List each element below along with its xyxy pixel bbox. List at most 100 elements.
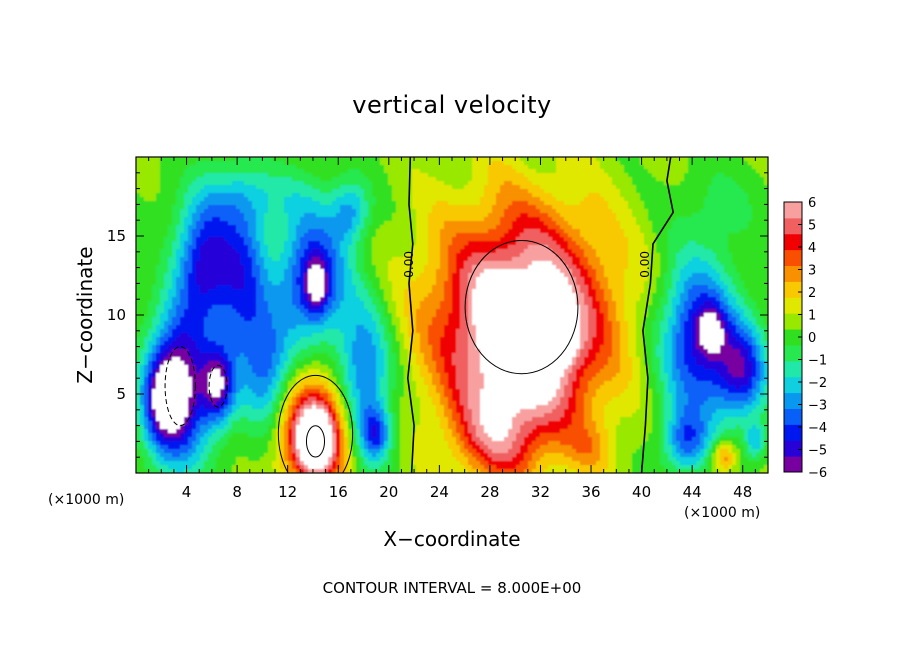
heatmap-cell bbox=[216, 421, 221, 426]
heatmap-cell bbox=[168, 397, 173, 402]
heatmap-cell bbox=[196, 217, 201, 222]
heatmap-cell bbox=[312, 161, 317, 166]
heatmap-cell bbox=[348, 397, 353, 402]
heatmap-cell bbox=[300, 393, 305, 398]
heatmap-cell bbox=[180, 461, 185, 466]
heatmap-cell bbox=[152, 453, 157, 458]
heatmap-cell bbox=[308, 329, 313, 334]
heatmap-cell bbox=[272, 433, 277, 438]
heatmap-cell bbox=[220, 405, 225, 410]
heatmap-cell bbox=[168, 361, 173, 366]
heatmap-cell bbox=[224, 269, 229, 274]
heatmap-cell bbox=[372, 385, 377, 390]
heatmap-cell bbox=[364, 297, 369, 302]
heatmap-cell bbox=[284, 185, 289, 190]
heatmap-cell bbox=[280, 201, 285, 206]
heatmap-cell bbox=[176, 289, 181, 294]
heatmap-cell bbox=[212, 417, 217, 422]
heatmap-cell bbox=[296, 253, 301, 258]
heatmap-cell bbox=[196, 257, 201, 262]
heatmap-cell bbox=[140, 169, 145, 174]
heatmap-cell bbox=[244, 157, 249, 162]
heatmap-cell bbox=[252, 453, 257, 458]
heatmap-cell bbox=[196, 449, 201, 454]
heatmap-cell bbox=[300, 317, 305, 322]
heatmap-cell bbox=[292, 441, 297, 446]
heatmap-cell bbox=[320, 209, 325, 214]
heatmap-cell bbox=[356, 429, 361, 434]
heatmap-cell bbox=[284, 293, 289, 298]
heatmap-cell bbox=[344, 209, 349, 214]
heatmap-cell bbox=[308, 297, 313, 302]
heatmap-cell bbox=[220, 269, 225, 274]
heatmap-cell bbox=[228, 281, 233, 286]
heatmap-cell bbox=[272, 465, 277, 470]
heatmap-cell bbox=[212, 369, 217, 374]
heatmap-cell bbox=[248, 293, 253, 298]
heatmap-cell bbox=[208, 261, 213, 266]
heatmap-cell bbox=[172, 293, 177, 298]
heatmap-cell bbox=[296, 469, 301, 473]
heatmap-cell bbox=[268, 217, 273, 222]
heatmap-cell bbox=[212, 305, 217, 310]
heatmap-cell bbox=[144, 157, 149, 162]
heatmap-cell bbox=[280, 169, 285, 174]
heatmap-cell bbox=[204, 369, 209, 374]
heatmap-cell bbox=[180, 393, 185, 398]
heatmap-cell bbox=[156, 289, 161, 294]
heatmap-cell bbox=[268, 241, 273, 246]
heatmap-cell bbox=[140, 285, 145, 290]
heatmap-cell bbox=[184, 437, 189, 442]
heatmap-cell bbox=[264, 185, 269, 190]
heatmap-cell bbox=[240, 397, 245, 402]
heatmap-cell bbox=[176, 161, 181, 166]
heatmap-cell bbox=[272, 365, 277, 370]
heatmap-cell bbox=[172, 397, 177, 402]
heatmap-cell bbox=[232, 349, 237, 354]
heatmap-cell bbox=[200, 433, 205, 438]
heatmap-cell bbox=[236, 409, 241, 414]
heatmap-cell bbox=[248, 377, 253, 382]
heatmap-cell bbox=[136, 217, 141, 222]
heatmap-cell bbox=[288, 461, 293, 466]
heatmap-cell bbox=[292, 333, 297, 338]
heatmap-cell bbox=[220, 229, 225, 234]
heatmap-cell bbox=[176, 393, 181, 398]
heatmap-cell bbox=[240, 161, 245, 166]
heatmap-cell bbox=[296, 273, 301, 278]
heatmap-cell bbox=[296, 409, 301, 414]
heatmap-cell bbox=[360, 205, 365, 210]
heatmap-cell bbox=[336, 405, 341, 410]
heatmap-cell bbox=[208, 341, 213, 346]
heatmap-cell bbox=[296, 269, 301, 274]
heatmap-cell bbox=[280, 401, 285, 406]
heatmap-cell bbox=[332, 449, 337, 454]
heatmap-cell bbox=[312, 241, 317, 246]
heatmap-cell bbox=[308, 277, 313, 282]
heatmap-cell bbox=[180, 217, 185, 222]
heatmap-cell bbox=[140, 321, 145, 326]
heatmap-cell bbox=[192, 457, 197, 462]
heatmap-cell bbox=[164, 409, 169, 414]
heatmap-cell bbox=[192, 333, 197, 338]
heatmap-cell bbox=[372, 225, 377, 230]
heatmap-cell bbox=[228, 317, 233, 322]
heatmap-cell bbox=[344, 325, 349, 330]
heatmap-cell bbox=[252, 217, 257, 222]
heatmap-cell bbox=[260, 397, 265, 402]
heatmap-cell bbox=[264, 161, 269, 166]
heatmap-cell bbox=[224, 369, 229, 374]
heatmap-cell bbox=[248, 397, 253, 402]
heatmap-cell bbox=[320, 425, 325, 430]
heatmap-cell bbox=[276, 325, 281, 330]
heatmap-cell bbox=[224, 417, 229, 422]
heatmap-cell bbox=[252, 325, 257, 330]
heatmap-cell bbox=[204, 373, 209, 378]
heatmap-cell bbox=[180, 321, 185, 326]
heatmap-cell bbox=[336, 269, 341, 274]
heatmap-cell bbox=[292, 437, 297, 442]
heatmap-cell bbox=[144, 213, 149, 218]
heatmap-cell bbox=[316, 217, 321, 222]
heatmap-cell bbox=[188, 193, 193, 198]
heatmap-cell bbox=[244, 197, 249, 202]
